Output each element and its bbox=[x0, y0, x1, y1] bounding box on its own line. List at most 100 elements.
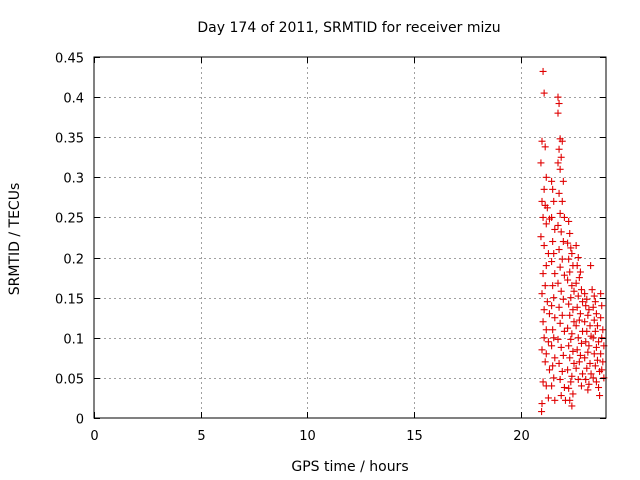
data-point bbox=[569, 306, 577, 314]
data-point bbox=[556, 165, 564, 173]
grid bbox=[94, 57, 606, 418]
data-point bbox=[557, 343, 565, 351]
data-point bbox=[551, 314, 559, 322]
data-point bbox=[548, 302, 556, 310]
data-point bbox=[555, 189, 563, 197]
data-point bbox=[548, 213, 556, 221]
data-point bbox=[581, 354, 589, 362]
data-point bbox=[587, 262, 595, 270]
data-point bbox=[558, 255, 566, 263]
data-point bbox=[539, 67, 547, 75]
data-point bbox=[542, 262, 550, 270]
x-tick-label: 5 bbox=[197, 429, 205, 444]
data-point bbox=[595, 384, 603, 392]
data-point bbox=[549, 282, 557, 290]
data-point bbox=[583, 364, 591, 372]
data-point bbox=[570, 287, 578, 295]
data-point bbox=[544, 394, 552, 402]
data-point bbox=[551, 396, 559, 404]
data-point bbox=[556, 263, 564, 271]
data-point bbox=[557, 392, 565, 400]
data-point bbox=[548, 382, 556, 390]
data-point bbox=[557, 287, 565, 295]
data-point bbox=[574, 375, 582, 383]
data-point bbox=[584, 386, 592, 394]
data-point bbox=[556, 375, 564, 383]
data-point bbox=[573, 303, 581, 311]
data-point bbox=[550, 294, 558, 302]
data-point bbox=[565, 217, 573, 225]
data-point bbox=[550, 334, 558, 342]
data-point bbox=[573, 346, 581, 354]
data-point bbox=[537, 159, 545, 167]
data-point bbox=[575, 316, 583, 324]
data-point bbox=[538, 400, 546, 408]
data-point bbox=[581, 290, 589, 298]
data-point bbox=[558, 137, 566, 145]
x-tick-label: 10 bbox=[299, 429, 316, 444]
data-point bbox=[572, 279, 580, 287]
data-point bbox=[550, 374, 558, 382]
data-point bbox=[574, 254, 582, 262]
data-point bbox=[583, 327, 591, 335]
data-point bbox=[577, 339, 585, 347]
data-points bbox=[537, 67, 608, 416]
data-point bbox=[554, 159, 562, 167]
data-point bbox=[559, 177, 567, 185]
data-point bbox=[560, 327, 568, 335]
y-tick-label: 0.25 bbox=[55, 212, 84, 227]
y-tick-label: 0.1 bbox=[63, 333, 84, 348]
chart-title: Day 174 of 2011, SRMTID for receiver miz… bbox=[197, 20, 500, 36]
data-point bbox=[554, 221, 562, 229]
data-point bbox=[566, 311, 574, 319]
data-point bbox=[592, 343, 600, 351]
data-point bbox=[595, 338, 603, 346]
data-point bbox=[564, 239, 572, 247]
data-point bbox=[545, 366, 553, 374]
x-tick-label: 20 bbox=[513, 429, 530, 444]
data-point bbox=[586, 359, 594, 367]
data-point bbox=[539, 378, 547, 386]
data-point bbox=[569, 390, 577, 398]
data-point bbox=[549, 362, 557, 370]
data-point bbox=[538, 137, 546, 145]
data-point bbox=[566, 229, 574, 237]
data-point bbox=[589, 374, 597, 382]
data-point bbox=[598, 302, 606, 310]
data-point bbox=[565, 255, 573, 263]
data-point bbox=[586, 322, 594, 330]
data-point bbox=[581, 318, 589, 326]
data-point bbox=[583, 295, 591, 303]
data-point bbox=[555, 246, 563, 254]
data-point bbox=[537, 233, 545, 241]
data-point bbox=[589, 303, 597, 311]
y-tick-label: 0.05 bbox=[55, 373, 84, 388]
data-point bbox=[587, 370, 595, 378]
data-point bbox=[568, 330, 576, 338]
data-point bbox=[557, 153, 565, 161]
data-point bbox=[588, 286, 596, 294]
data-point bbox=[542, 220, 550, 228]
data-point bbox=[582, 338, 590, 346]
data-point bbox=[566, 396, 574, 404]
data-point bbox=[589, 334, 597, 342]
y-tick-label: 0.3 bbox=[63, 172, 84, 187]
data-point bbox=[590, 316, 598, 324]
data-point bbox=[566, 354, 574, 362]
data-point bbox=[579, 370, 587, 378]
data-point bbox=[584, 348, 592, 356]
data-point bbox=[574, 292, 582, 300]
y-tick-label: 0 bbox=[76, 413, 84, 428]
data-point bbox=[597, 350, 605, 358]
data-point bbox=[545, 310, 553, 318]
data-point bbox=[555, 100, 563, 108]
data-point bbox=[568, 402, 576, 410]
data-point bbox=[599, 326, 607, 334]
data-point bbox=[559, 295, 567, 303]
data-point bbox=[548, 342, 556, 350]
data-point bbox=[556, 319, 564, 327]
data-point bbox=[543, 204, 551, 212]
data-point bbox=[591, 327, 599, 335]
data-point bbox=[567, 244, 575, 252]
data-point bbox=[597, 314, 605, 322]
